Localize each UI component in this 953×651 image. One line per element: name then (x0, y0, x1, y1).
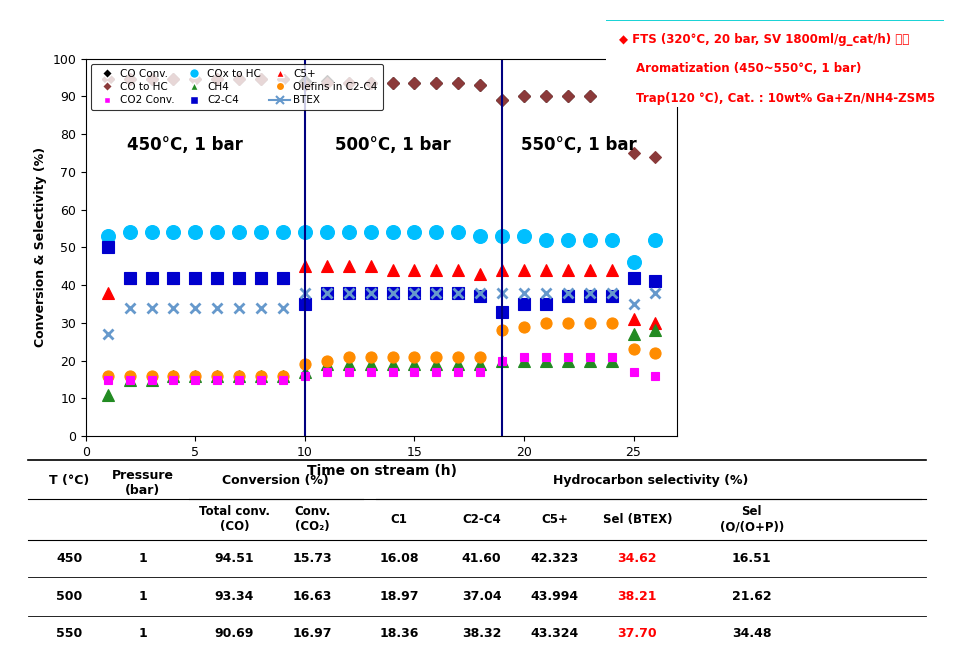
Text: 1: 1 (138, 590, 147, 603)
Text: 43.994: 43.994 (530, 590, 578, 603)
Text: 500: 500 (56, 590, 83, 603)
FancyBboxPatch shape (601, 19, 947, 108)
Text: Conv.
(CO₂): Conv. (CO₂) (294, 505, 330, 533)
Text: Hydrocarbon selectivity (%): Hydrocarbon selectivity (%) (553, 474, 748, 486)
Text: 38.32: 38.32 (461, 628, 500, 641)
Text: 550: 550 (56, 628, 83, 641)
Text: 37.70: 37.70 (617, 628, 657, 641)
Text: 450: 450 (56, 552, 83, 564)
Text: 18.36: 18.36 (379, 628, 418, 641)
Text: 450°C, 1 bar: 450°C, 1 bar (127, 137, 242, 154)
Text: C1: C1 (391, 513, 407, 525)
Text: 500°C, 1 bar: 500°C, 1 bar (335, 137, 450, 154)
Text: Aromatization (450~550°C, 1 bar): Aromatization (450~550°C, 1 bar) (636, 62, 861, 75)
Text: Trap(120 °C), Cat. : 10wt% Ga+Zn/NH4-ZSM5: Trap(120 °C), Cat. : 10wt% Ga+Zn/NH4-ZSM… (636, 92, 934, 105)
Text: 42.323: 42.323 (530, 552, 578, 564)
Text: C2-C4: C2-C4 (461, 513, 500, 525)
Y-axis label: Conversion & Selectivity (%): Conversion & Selectivity (%) (33, 147, 47, 348)
Text: 1: 1 (138, 628, 147, 641)
Text: T (°C): T (°C) (50, 474, 90, 486)
Text: 16.51: 16.51 (731, 552, 771, 564)
Text: 16.97: 16.97 (292, 628, 332, 641)
Text: 16.63: 16.63 (293, 590, 332, 603)
Text: 94.51: 94.51 (214, 552, 253, 564)
Text: 21.62: 21.62 (731, 590, 771, 603)
Text: Sel (BTEX): Sel (BTEX) (602, 513, 671, 525)
Text: Pressure
(bar): Pressure (bar) (112, 469, 173, 497)
Text: Sel
(O/(O+P)): Sel (O/(O+P)) (719, 505, 783, 533)
Text: C5+: C5+ (541, 513, 568, 525)
Text: Total conv.
(CO): Total conv. (CO) (198, 505, 270, 533)
Text: 15.73: 15.73 (292, 552, 332, 564)
Text: ◆ FTS (320°C, 20 bar, SV 1800ml/g_cat/h) 고정: ◆ FTS (320°C, 20 bar, SV 1800ml/g_cat/h)… (618, 33, 908, 46)
Text: 18.97: 18.97 (379, 590, 418, 603)
Text: 38.21: 38.21 (617, 590, 657, 603)
X-axis label: Time on stream (h): Time on stream (h) (306, 464, 456, 478)
Text: 16.08: 16.08 (379, 552, 418, 564)
Text: 550°C, 1 bar: 550°C, 1 bar (520, 137, 636, 154)
Text: 43.324: 43.324 (530, 628, 578, 641)
Text: 1: 1 (138, 552, 147, 564)
Text: 90.69: 90.69 (214, 628, 253, 641)
Text: 34.48: 34.48 (731, 628, 771, 641)
Text: 37.04: 37.04 (461, 590, 501, 603)
Text: 34.62: 34.62 (617, 552, 657, 564)
Text: Conversion (%): Conversion (%) (222, 474, 329, 486)
Legend: CO Conv., CO to HC, CO2 Conv., COx to HC, CH4, C2-C4, C5+, Olefins in C2-C4, BTE: CO Conv., CO to HC, CO2 Conv., COx to HC… (91, 64, 382, 111)
Text: 41.60: 41.60 (461, 552, 501, 564)
Text: 93.34: 93.34 (214, 590, 253, 603)
